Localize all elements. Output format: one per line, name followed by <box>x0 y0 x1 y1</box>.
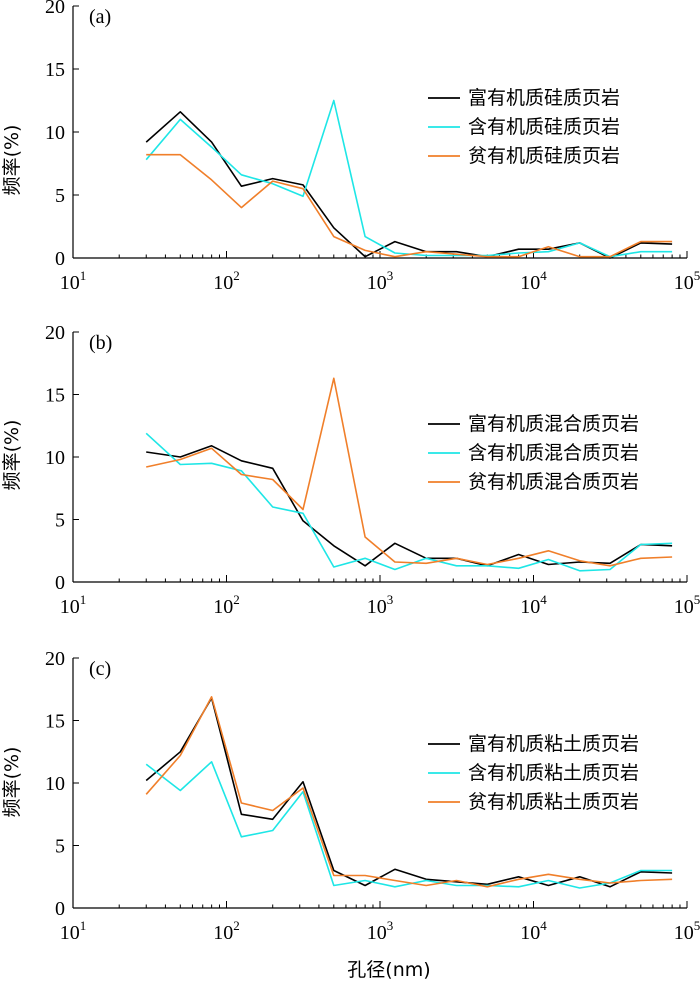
legend-label-b-2: 含有机质混合质页岩 <box>468 442 639 464</box>
panel-b: 0 5 10 15 20 101 102 103 104 105 (b) 富有机质混合质页岩含有机质混… <box>45 322 700 618</box>
x-tick-label-c: 103 <box>367 918 394 944</box>
legend-label-a-1: 富有机质硅质页岩 <box>468 87 620 109</box>
legend-label-c-3: 贫有机质粘土质页岩 <box>468 791 639 813</box>
legend-label-b-3: 贫有机质混合质页岩 <box>468 471 639 493</box>
y-tick-label-a: 20 <box>45 0 65 18</box>
series-line-c-1 <box>145 697 673 888</box>
y-tick-label-c: 20 <box>45 648 65 670</box>
x-axis-label: 孔径(nm) <box>347 959 430 981</box>
x-tick-label-c: 104 <box>520 918 547 944</box>
legend-label-c-1: 富有机质粘土质页岩 <box>468 733 639 755</box>
y-tick-label-b: 10 <box>45 447 65 469</box>
panel-label-a: (a) <box>89 6 111 28</box>
y-axis-label-b: 频率(%) <box>1 420 23 491</box>
y-tick-label-b: 0 <box>55 572 65 594</box>
legend-label-c-2: 含有机质粘土质页岩 <box>468 762 639 784</box>
y-tick-label-a: 10 <box>45 122 65 144</box>
x-tick-label-c: 101 <box>60 918 87 944</box>
panel-label-b: (b) <box>89 332 112 354</box>
x-tick-label-b: 105 <box>674 592 700 618</box>
y-axis-label-c: 频率(%) <box>1 747 23 818</box>
y-tick-label-b: 5 <box>55 510 65 532</box>
y-tick-label-c: 5 <box>55 836 65 858</box>
legend-label-a-2: 含有机质硅质页岩 <box>468 116 620 138</box>
y-axis-label-a: 频率(%) <box>1 125 23 196</box>
x-tick-label-b: 103 <box>367 592 394 618</box>
y-tick-label-a: 5 <box>55 185 65 207</box>
x-tick-label-a: 102 <box>213 268 240 294</box>
y-tick-label-c: 0 <box>55 898 65 920</box>
y-tick-label-a: 15 <box>45 59 65 81</box>
x-tick-label-c: 102 <box>213 918 240 944</box>
x-tick-label-a: 101 <box>60 268 87 294</box>
legend-label-b-1: 富有机质混合质页岩 <box>468 413 639 435</box>
x-tick-label-b: 104 <box>520 592 547 618</box>
y-tick-label-a: 0 <box>55 248 65 270</box>
panel-label-c: (c) <box>89 658 111 680</box>
x-tick-label-a: 104 <box>520 268 547 294</box>
series-line-b-3 <box>146 377 673 567</box>
series-line-a-3 <box>146 153 673 258</box>
y-tick-label-c: 10 <box>45 773 65 795</box>
panel-c: 0 5 10 15 20 101 102 103 104 105 (c) 富有机质粘土质页岩含有机质粘… <box>45 648 700 944</box>
x-tick-label-b: 102 <box>213 592 240 618</box>
legend-label-a-3: 贫有机质硅质页岩 <box>468 145 620 167</box>
x-tick-label-a: 105 <box>674 268 700 294</box>
y-tick-label-b: 15 <box>45 385 65 407</box>
series-line-c-3 <box>145 695 673 888</box>
y-tick-label-b: 20 <box>45 322 65 344</box>
panel-a: 0 5 10 15 20 101 102 103 104 105 (a) 富有机质硅质页岩含有机质硅质… <box>45 0 700 294</box>
x-tick-label-c: 105 <box>674 918 700 944</box>
x-tick-label-a: 103 <box>367 268 394 294</box>
y-tick-label-c: 15 <box>45 711 65 733</box>
x-tick-label-b: 101 <box>60 592 87 618</box>
